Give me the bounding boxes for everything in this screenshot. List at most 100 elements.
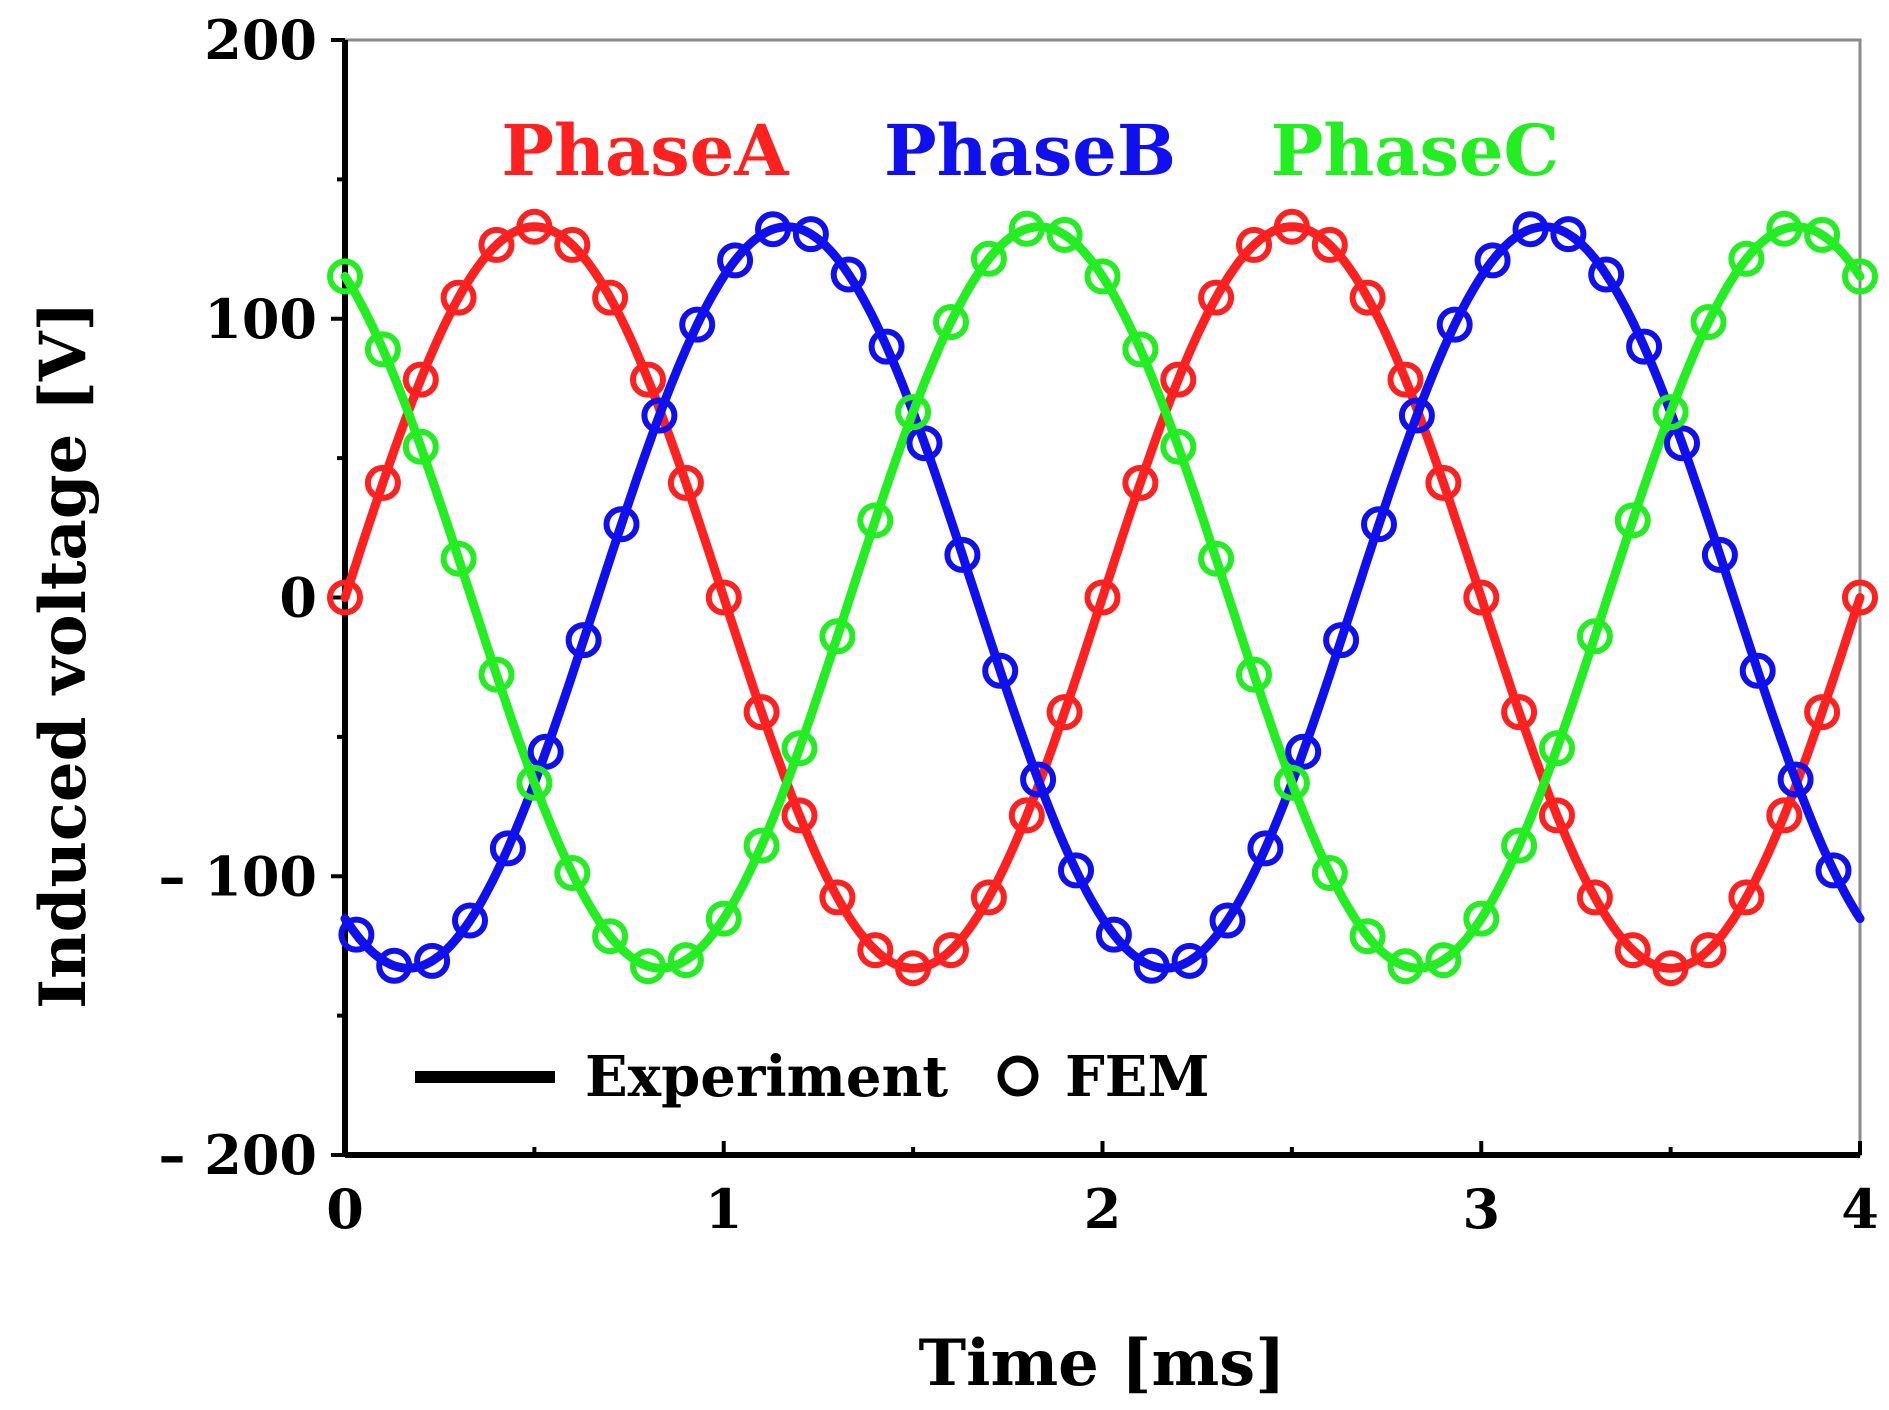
fem-point-phasea: [327, 579, 363, 616]
fem-point-phaseb: [565, 622, 602, 659]
fem-point-phaseb: [830, 256, 867, 293]
phase-label-a: PhaseA: [501, 109, 790, 192]
x-tick-label: 3: [1462, 1177, 1500, 1241]
phase-label-c: PhaseC: [1271, 109, 1560, 192]
fem-point-phaseb: [1588, 256, 1625, 293]
legend-circle-swatch: [997, 1055, 1039, 1097]
fem-point-phasec: [1766, 210, 1803, 247]
fem-point-phaseb: [868, 328, 905, 365]
fem-point-phasea: [630, 361, 666, 398]
legend-label-experiment: Experiment: [585, 1044, 948, 1110]
x-tick-label: 4: [1841, 1177, 1879, 1241]
fem-point-phasec: [1008, 210, 1045, 247]
fem-point-phasea: [1463, 579, 1500, 616]
fem-point-phaseb: [1209, 902, 1246, 939]
series-markers: [327, 208, 1878, 987]
fem-point-phasec: [592, 918, 629, 955]
fem-point-phasea: [592, 279, 629, 316]
fem-point-phaseb: [679, 306, 716, 343]
fem-point-phaseb: [755, 211, 791, 248]
fem-point-phasea: [895, 950, 932, 987]
fem-point-phasec: [1084, 258, 1121, 295]
fem-point-phasea: [1576, 879, 1613, 916]
fem-point-phasec: [1539, 730, 1575, 767]
fem-point-phasea: [1160, 361, 1197, 398]
fem-point-phaseb: [906, 425, 943, 462]
fem-point-phasea: [1198, 279, 1235, 316]
fem-point-phaseb: [414, 942, 451, 979]
fem-point-phasec: [1690, 304, 1727, 340]
fem-point-phasea: [705, 579, 742, 616]
fem-point-phasea: [1236, 226, 1272, 263]
fem-point-phasec: [1387, 948, 1424, 985]
fem-point-phasec: [327, 258, 363, 295]
fem-point-phaseb: [1171, 942, 1208, 979]
fem-point-phaseb: [1626, 328, 1663, 365]
fem-point-phaseb: [1285, 733, 1322, 770]
fem-point-phasea: [781, 797, 818, 834]
fem-point-phaseb: [489, 830, 526, 867]
y-ticks: – 200 – 100 0 100 200: [158, 8, 345, 1187]
fem-point-phasea: [364, 464, 401, 501]
series-line-phasec: [340, 222, 1865, 973]
fem-point-phasec: [1652, 394, 1689, 431]
fem-point-phasec: [895, 394, 932, 431]
fem-point-phasec: [402, 428, 439, 465]
fem-point-phaseb: [1095, 916, 1132, 953]
fem-point-phaseb: [338, 916, 375, 953]
series-line-phasea: [340, 222, 1865, 973]
fem-point-phasea: [933, 932, 969, 969]
fem-point-phasec: [478, 656, 515, 693]
fem-point-phasea: [554, 226, 591, 263]
legend: Experiment FEM: [415, 1044, 1209, 1110]
y-tick-label: 100: [204, 287, 317, 351]
fem-point-phasea: [1501, 694, 1538, 731]
x-ticks: 0 1 2 3 4: [326, 1141, 1879, 1241]
fem-point-phasea: [1804, 694, 1841, 731]
fem-point-phaseb: [641, 397, 678, 434]
fem-point-phasec: [1614, 502, 1651, 539]
fem-point-phasec: [630, 948, 666, 985]
fem-point-phasea: [516, 208, 553, 245]
fem-point-phasec: [1576, 618, 1613, 655]
fem-point-phasec: [1842, 258, 1878, 295]
fem-point-phaseb: [792, 216, 829, 253]
fem-point-phasec: [933, 304, 969, 340]
fem-point-phasea: [1652, 950, 1689, 987]
fem-point-phasea: [857, 932, 894, 969]
fem-point-phasea: [1539, 797, 1575, 834]
fem-point-phaseb: [1550, 216, 1587, 253]
y-axis-title: Induced voltage [V]: [26, 301, 101, 1009]
fem-point-phaseb: [1474, 242, 1511, 279]
fem-point-phasea: [1349, 279, 1386, 316]
fem-point-phasec: [1046, 216, 1083, 253]
fem-point-phasec: [1198, 540, 1235, 577]
fem-point-phasea: [478, 226, 515, 263]
fem-point-phasec: [781, 730, 818, 767]
fem-point-phasea: [667, 464, 704, 501]
fem-point-phasec: [1804, 216, 1841, 253]
fem-point-phasec: [364, 331, 401, 368]
y-tick-label: 200: [204, 8, 317, 72]
fem-point-phaseb: [1133, 947, 1170, 984]
fem-point-phaseb: [1815, 852, 1852, 889]
fem-point-phaseb: [527, 733, 564, 770]
fem-point-phasea: [1084, 579, 1121, 616]
fem-point-phaseb: [1436, 306, 1473, 343]
legend-label-fem: FEM: [1065, 1044, 1209, 1110]
fem-point-phasec: [705, 900, 742, 937]
fem-point-phasea: [1387, 361, 1424, 398]
fem-point-phasec: [516, 764, 553, 801]
fem-point-phasea: [819, 879, 856, 916]
series-line-phaseb: [340, 222, 1865, 973]
fem-point-phasec: [1349, 918, 1386, 955]
fem-point-phaseb: [1701, 536, 1738, 573]
fem-point-phaseb: [376, 947, 413, 984]
fem-point-phaseb: [1398, 397, 1435, 434]
fem-point-phasec: [1273, 764, 1310, 801]
fem-point-phaseb: [1020, 761, 1057, 798]
fem-point-phasea: [1728, 879, 1765, 916]
fem-point-phaseb: [452, 902, 488, 939]
fem-point-phaseb: [982, 652, 1019, 689]
